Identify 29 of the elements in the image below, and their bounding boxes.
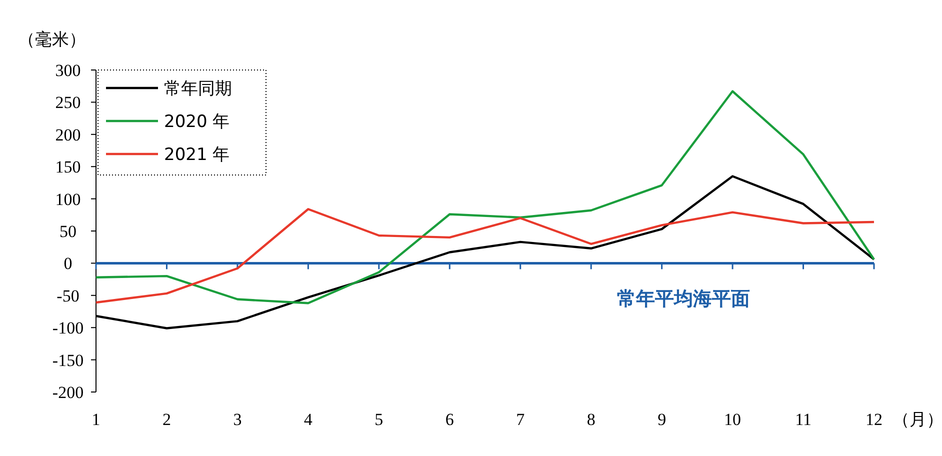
x-tick-label: 5 xyxy=(374,410,384,429)
x-tick-label: 7 xyxy=(516,410,526,429)
x-tick-label: 1 xyxy=(92,410,100,429)
legend-label: 2021 年 xyxy=(164,145,230,165)
y-tick-label: 150 xyxy=(55,158,81,177)
x-tick-label: 11 xyxy=(795,410,812,429)
y-tick-label: 0 xyxy=(64,254,72,274)
x-tick-label: 2 xyxy=(162,410,171,429)
x-tick-label: 3 xyxy=(233,410,242,429)
y-tick-label: 100 xyxy=(55,190,81,209)
y-tick-label: -100 xyxy=(52,318,84,338)
legend-label: 2020 年 xyxy=(164,112,230,132)
x-tick-label: 12 xyxy=(866,410,882,429)
y-tick-label: 250 xyxy=(55,93,81,112)
y-tick-label: 50 xyxy=(60,222,76,241)
ref-line-label: 常年平均海平面 xyxy=(616,288,750,310)
y-axis-title: （毫米） xyxy=(18,30,86,49)
x-tick-label: 4 xyxy=(304,410,313,429)
y-tick-label: 200 xyxy=(55,125,81,144)
y-tick-label: -150 xyxy=(52,350,84,370)
x-axis-title: （月） xyxy=(892,410,942,429)
x-tick-label: 6 xyxy=(445,410,454,429)
y-tick-label: -200 xyxy=(52,383,84,402)
y-tick-label: -50 xyxy=(56,286,80,306)
y-tick-label: 300 xyxy=(55,61,81,80)
x-tick-label: 8 xyxy=(586,410,596,429)
x-tick-label: 9 xyxy=(658,410,666,429)
x-tick-label: 10 xyxy=(724,410,742,429)
legend-label: 常年同期 xyxy=(164,79,232,99)
